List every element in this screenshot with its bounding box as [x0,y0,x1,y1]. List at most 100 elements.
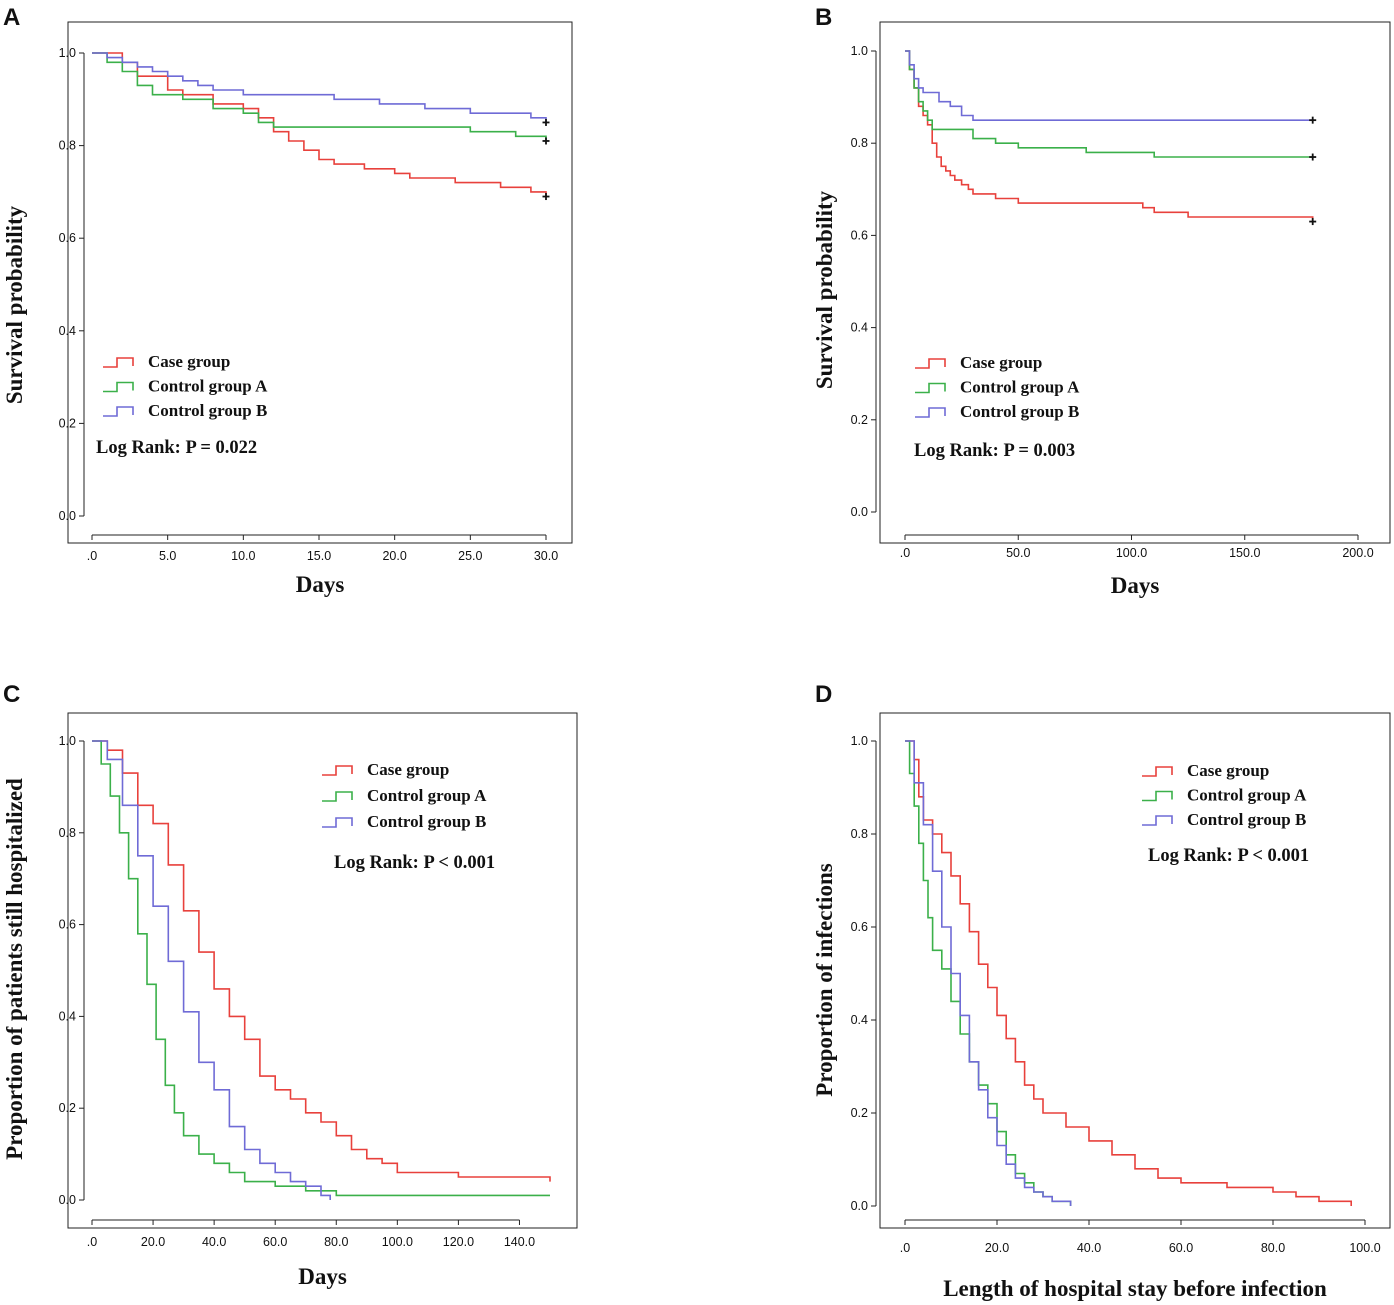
x-tick-label: 50.0 [1006,546,1030,560]
legend-label: Control group A [367,786,487,805]
x-axis-title: Days [1111,573,1160,598]
plot-frame [879,712,1391,1229]
x-tick-label: 40.0 [1077,1241,1101,1255]
censor-marker [542,193,550,201]
y-tick-label: 0.6 [851,920,868,934]
legend-swatch [915,407,946,418]
y-axis-title: Survival probability [2,205,27,404]
y-tick-label: 0.2 [59,416,76,430]
y-tick-label: 0.4 [59,1009,76,1023]
series-line-control-group-a [905,50,1313,158]
panel-letter: D [815,681,832,708]
legend-swatch [322,817,353,828]
legend-swatch [322,765,353,776]
x-tick-label: 30.0 [534,549,558,563]
y-tick-label: 0.0 [851,1199,868,1213]
log-rank-annotation: Log Rank: P < 0.001 [1148,846,1309,866]
x-tick-label: 20.0 [985,1241,1009,1255]
x-tick-label: 60.0 [1169,1241,1193,1255]
x-tick-label: .0 [87,1235,97,1249]
y-tick-label: 0.0 [59,509,76,523]
x-tick-label: 20.0 [141,1235,165,1249]
legend-swatch [322,791,353,802]
legend-swatch [915,358,946,369]
series-line-case-group [905,740,1352,1206]
legend-swatch [1142,766,1173,777]
legend-swatch [1142,790,1173,802]
x-tick-label: 5.0 [159,549,176,563]
x-tick-label: 25.0 [458,549,482,563]
series-line-control-group-a [92,740,550,1197]
x-tick-label: 140.0 [504,1235,535,1249]
series-line-case-group [92,52,547,197]
series-line-control-group-b [92,52,547,123]
y-tick-label: 1.0 [59,734,76,748]
legend-label: Control group B [1187,810,1306,829]
log-rank-annotation: Log Rank: P < 0.001 [334,853,495,873]
x-axis-title: Days [298,1264,347,1289]
plot-frame [879,21,1391,544]
censor-marker [1309,153,1317,161]
y-axis-title: Proportion of infections [812,863,837,1096]
plot-frame [67,21,573,544]
censor-marker [1309,218,1317,226]
y-tick-label: 0.0 [851,505,868,519]
x-axis-title: Length of hospital stay before infection [943,1276,1327,1301]
x-tick-label: 100.0 [1116,546,1147,560]
y-axis-title: Proportion of patients still hospitalize… [2,778,27,1160]
legend-label: Control group A [148,377,268,396]
legend-label: Case group [148,352,230,371]
x-tick-label: .0 [900,546,910,560]
y-tick-label: 0.6 [59,918,76,932]
legend-swatch [915,382,946,394]
y-tick-label: 0.0 [59,1193,76,1207]
panel-c: C 0.0 0.2 0.4 0.6 0.8 1.0 .0 20.0 40.0 60.0 80.0 100… [2,681,578,1289]
legend-label: Control group B [367,812,486,831]
y-tick-label: 0.2 [851,413,868,427]
legend-swatch [103,381,134,393]
x-tick-label: 200.0 [1342,546,1373,560]
y-tick-label: 0.4 [851,321,868,335]
series-line-control-group-b [905,740,1072,1206]
legend-label: Case group [960,353,1042,372]
y-tick-label: 0.2 [59,1101,76,1115]
series-line-control-group-b [905,50,1313,121]
y-tick-label: 0.8 [851,827,868,841]
x-axis-title: Days [296,572,345,597]
legend-label: Case group [367,760,449,779]
legend: Case group Control group A Control group B [915,353,1080,421]
censor-marker [542,118,550,126]
legend-swatch [103,406,134,417]
legend-label: Control group B [960,402,1079,421]
panel-a: A 0.0 0.2 0.4 0.6 0.8 1.0 .0 5.0 10.0 15.0 20.0 25.0… [2,4,573,597]
legend: Case group Control group A Control group B [322,760,487,831]
y-tick-label: 0.4 [851,1013,868,1027]
legend-label: Control group A [960,378,1080,397]
panel-letter: C [3,681,20,708]
censor-marker [542,137,550,145]
panel-b: B 0.0 0.2 0.4 0.6 0.8 1.0 .0 50.0 100.0 150.0 200.0… [812,4,1391,598]
x-tick-label: 80.0 [324,1235,348,1249]
legend: Case group Control group A Control group B [1142,761,1307,829]
x-tick-label: 120.0 [443,1235,474,1249]
panel-d: D 0.0 0.2 0.4 0.6 0.8 1.0 .0 20.0 40.0 60.0 80.0 100… [812,681,1391,1301]
x-tick-label: .0 [900,1241,910,1255]
y-tick-label: 0.4 [59,324,76,338]
x-tick-label: 60.0 [263,1235,287,1249]
x-tick-label: .0 [87,549,97,563]
y-tick-label: 0.8 [59,826,76,840]
y-tick-label: 1.0 [851,734,868,748]
x-tick-label: 20.0 [382,549,406,563]
x-tick-label: 80.0 [1261,1241,1285,1255]
series-line-control-group-b [92,740,331,1200]
legend-swatch [103,357,134,368]
y-tick-label: 0.6 [59,231,76,245]
log-rank-annotation: Log Rank: P = 0.003 [914,441,1075,461]
censor-marker [1309,116,1317,124]
legend-swatch [1142,815,1173,826]
x-tick-label: 10.0 [231,549,255,563]
x-tick-label: 100.0 [382,1235,413,1249]
series-line-control-group-a [92,52,547,141]
x-tick-label: 100.0 [1349,1241,1380,1255]
